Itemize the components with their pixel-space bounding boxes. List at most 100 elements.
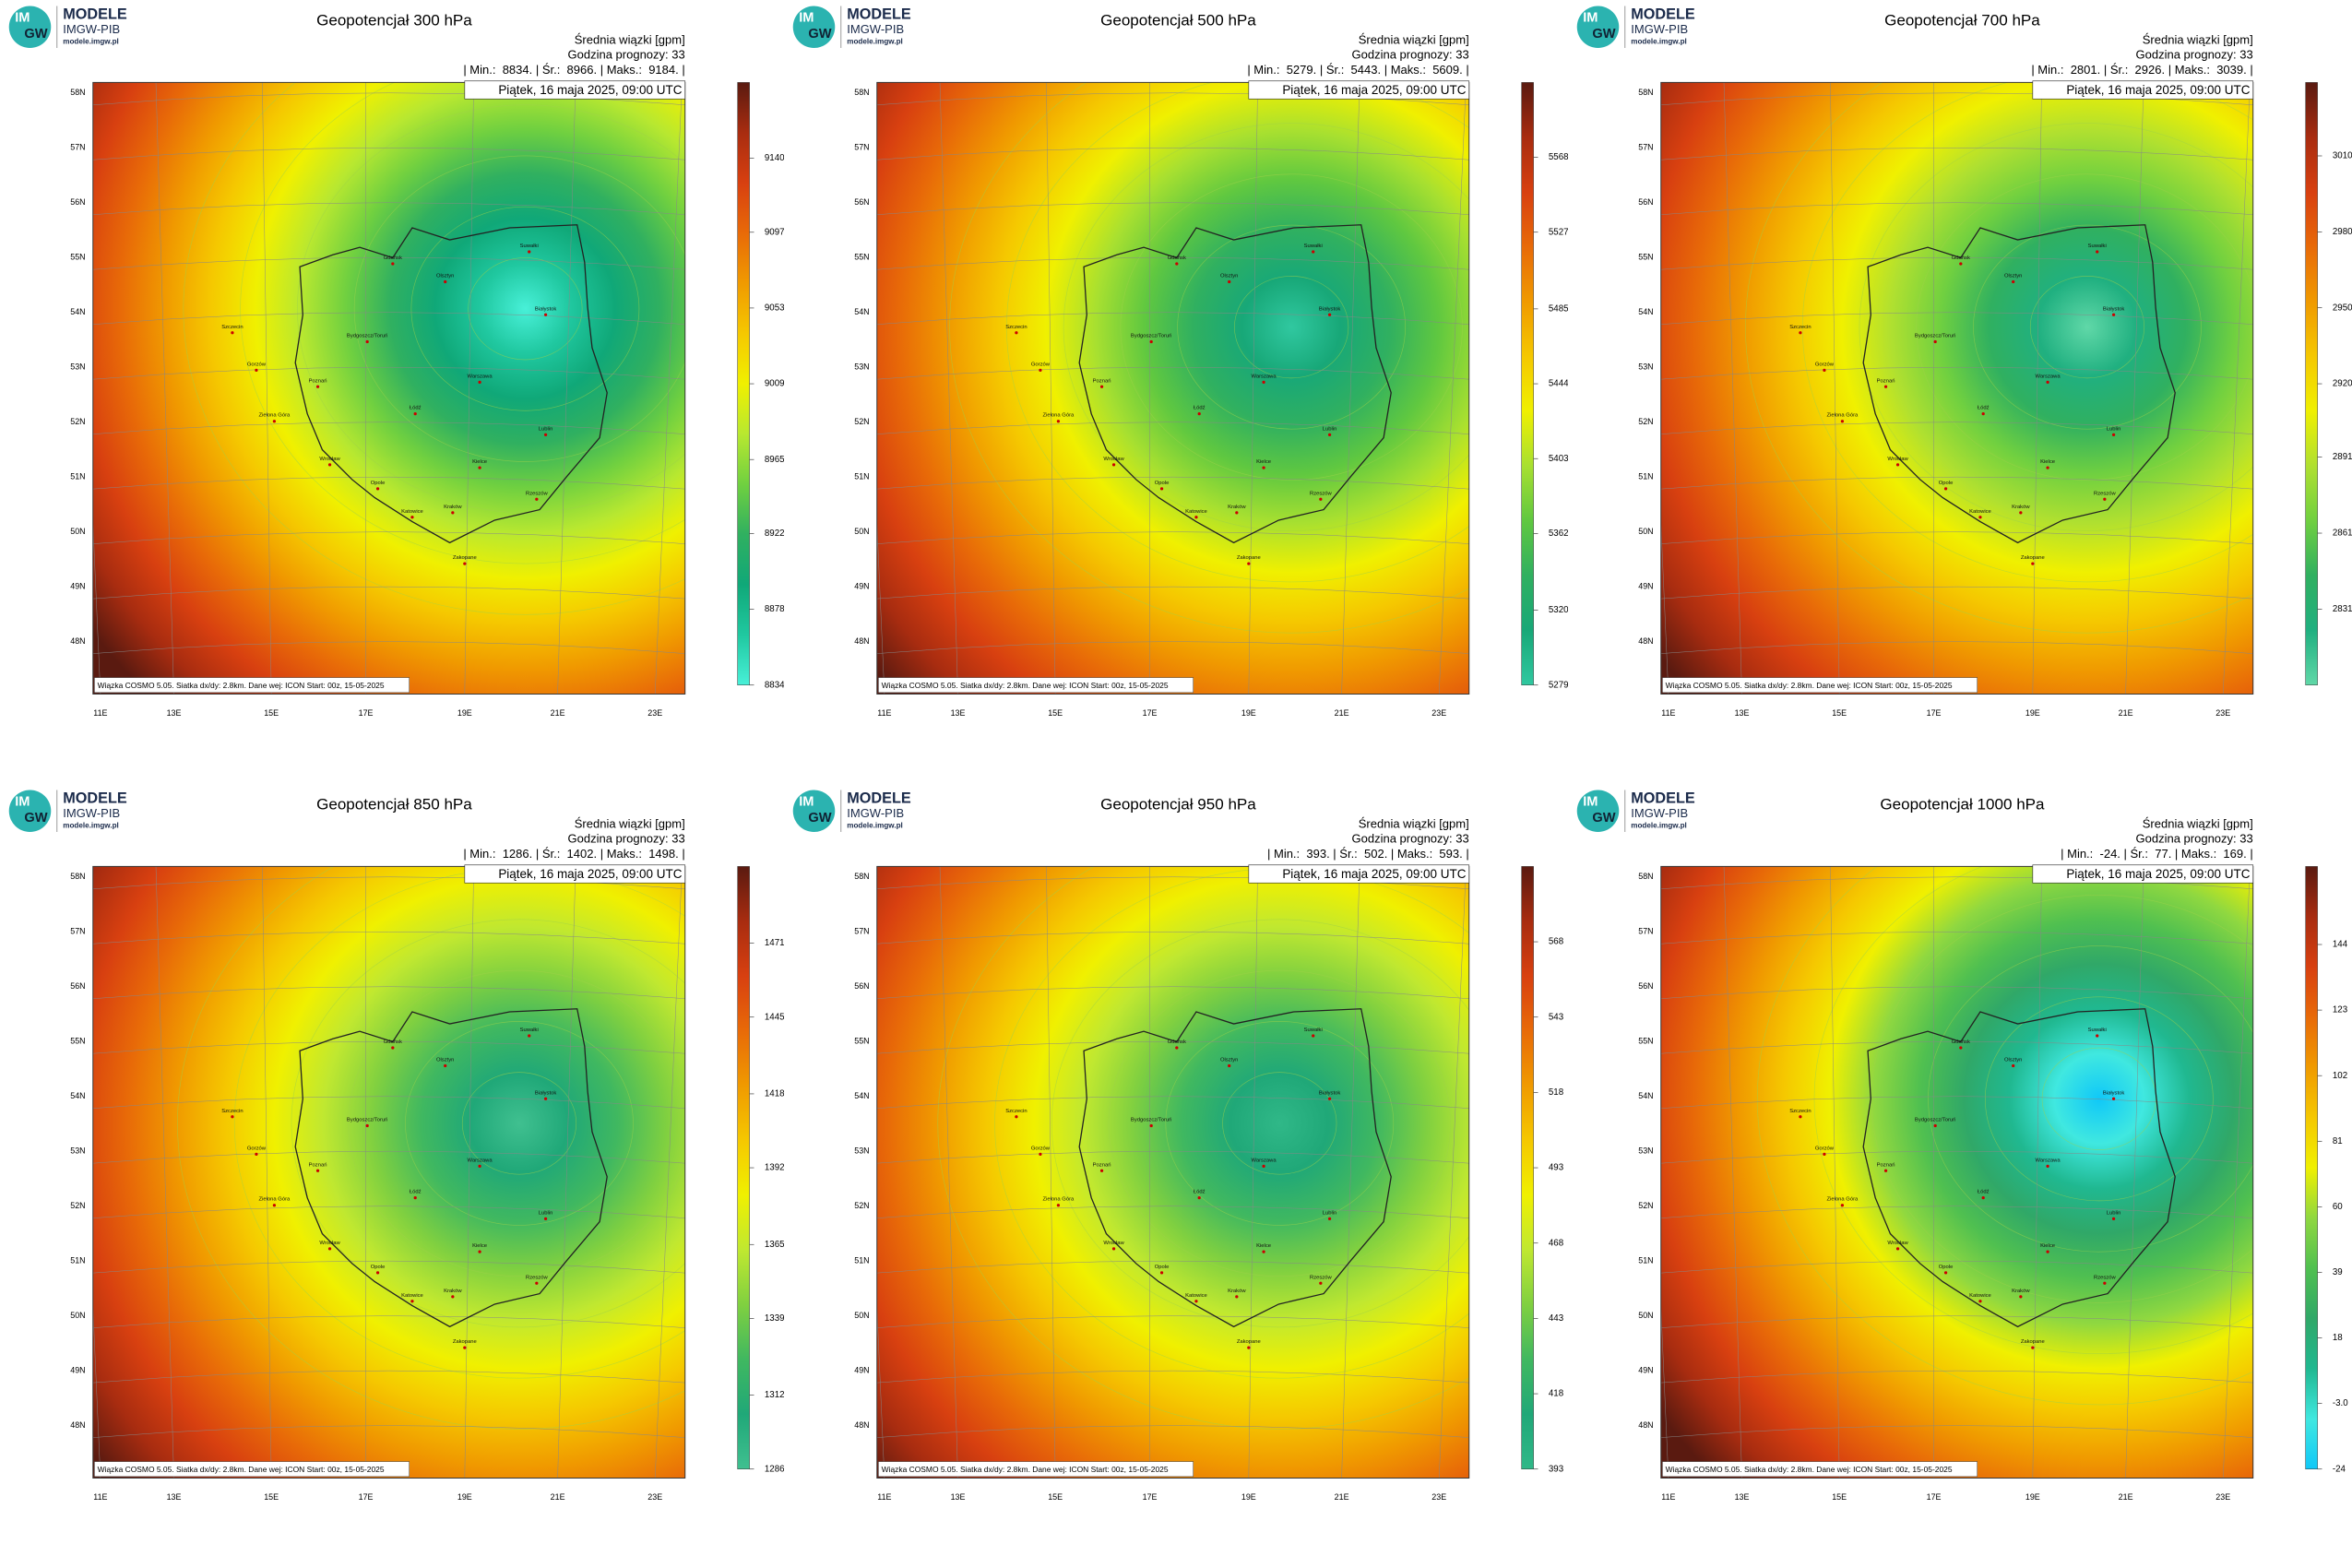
graticule	[1660, 518, 1669, 695]
city-dot	[2111, 1097, 2116, 1100]
city-label: Łódź	[1194, 406, 1206, 411]
city-label: Szczecin	[221, 1109, 243, 1114]
lon-label: 17E	[359, 708, 374, 718]
lat-label: 48N	[1638, 1420, 1653, 1430]
lat-label: 57N	[1638, 143, 1653, 152]
city-dot	[1327, 1217, 1332, 1220]
footer-box	[94, 677, 410, 694]
contour	[1165, 1021, 1395, 1226]
colorbar-tick-label: 102	[2333, 1071, 2347, 1081]
date-box	[464, 864, 686, 884]
city-label: Gdańsk	[384, 1039, 402, 1045]
colorbar-tick-label: 2950	[2333, 303, 2352, 313]
lon-label: 11E	[1661, 1492, 1675, 1502]
city-label: Kielce	[1256, 459, 1271, 465]
panel-title: Geopotencjał 700 hPa	[1884, 11, 2040, 29]
city-label: Szczecin	[1789, 1109, 1811, 1114]
colorbar-tick-label: 8834	[765, 680, 784, 690]
lat-label: 54N	[854, 1091, 869, 1100]
stats: | Min.: 8834. | Śr.: 8966. | Maks.: 9184…	[463, 63, 684, 77]
stats: | Min.: 2801. | Śr.: 2926. | Maks.: 3039…	[2031, 63, 2252, 77]
city-dot	[1312, 250, 1315, 254]
colorbar-tick-label: 9097	[765, 227, 784, 237]
city-label: Zielona Góra	[1827, 413, 1859, 419]
city-label: Olsztyn	[436, 1058, 454, 1063]
lon-label: 19E	[457, 1492, 472, 1502]
contour	[1916, 173, 2253, 481]
lon-label: 17E	[1927, 1492, 1942, 1502]
contour	[240, 82, 685, 564]
city-label: Bydgoszcz/Toruń	[1131, 1118, 1172, 1123]
city-label: Lublin	[1323, 426, 1337, 432]
lat-label: 58N	[854, 88, 869, 97]
field	[876, 82, 1469, 695]
city-label: Wrocław	[319, 1241, 340, 1246]
graticule	[876, 586, 1469, 600]
contour	[405, 1021, 634, 1226]
city-dot	[2019, 1295, 2023, 1299]
stats: | Min.: 1286. | Śr.: 1402. | Maks.: 1498…	[463, 847, 684, 861]
colorbar-tick-label: 81	[2333, 1136, 2343, 1146]
city-dot	[1056, 1204, 1061, 1207]
city-label: Zielona Góra	[259, 413, 291, 419]
logo-mark: GW	[24, 811, 47, 826]
graticule	[1723, 866, 1742, 1479]
city-dot	[1319, 497, 1323, 501]
map: Gdańsk Olsztyn Suwałki Szczecin Bydgoszcz/To…	[876, 866, 1469, 1479]
colorbar-tick-label: 144	[2333, 940, 2348, 950]
lat-label: 55N	[854, 253, 869, 262]
city-dot	[1159, 1271, 1164, 1275]
graticule	[876, 476, 1469, 490]
city-dot	[1228, 279, 1231, 284]
city-label: Opole	[1155, 481, 1170, 486]
city-dot	[1823, 1152, 1826, 1157]
colorbar-tick-label: 123	[2333, 1005, 2347, 1016]
graticule	[939, 82, 958, 695]
city-label: Zakopane	[2021, 555, 2045, 561]
graticule	[876, 256, 1469, 270]
graticule	[876, 531, 1469, 544]
contour	[348, 969, 685, 1277]
city-label: Wrocław	[319, 457, 340, 462]
date: Piątek, 16 maja 2025, 09:00 UTC	[2066, 867, 2250, 881]
city-label: Kraków	[2012, 505, 2030, 510]
graticule	[1660, 1096, 2253, 1109]
country-border	[294, 1008, 608, 1328]
city-dot	[1159, 487, 1164, 491]
lat-label: 48N	[70, 636, 85, 646]
field	[1660, 866, 2253, 1479]
city-label: Łódź	[410, 1190, 422, 1195]
date: Piątek, 16 maja 2025, 09:00 UTC	[498, 867, 682, 881]
contour	[1051, 919, 1469, 1328]
colorbar-tick-label: 5485	[1549, 303, 1568, 314]
city-label: Gorzów	[247, 362, 267, 367]
city-label: Bydgoszcz/Toruń	[347, 334, 388, 339]
city-dot	[2111, 313, 2116, 316]
city-dot	[535, 497, 539, 501]
map: Gdańsk Olsztyn Suwałki Szczecin Bydgoszcz/To…	[876, 82, 1469, 695]
graticule	[654, 82, 683, 695]
graticule	[876, 641, 1469, 654]
city-label: Suwałki	[1304, 244, 1323, 249]
lat-label: 51N	[854, 472, 869, 481]
footer: Wiązka COSMO 5.05. Siatka dx/dy: 2.8km. …	[98, 681, 385, 690]
logo-mark: IM	[1583, 10, 1598, 25]
colorbar-tick-label: 9140	[765, 153, 784, 163]
colorbar	[2305, 82, 2318, 685]
city-dot	[1197, 411, 1201, 416]
graticule	[1660, 1150, 2253, 1164]
city-label: Białystok	[1319, 1090, 1340, 1096]
logo-url: modele.imgw.pl	[1631, 822, 1687, 830]
city-label: Suwałki	[520, 1028, 539, 1033]
city-label: Lublin	[2107, 426, 2121, 432]
subtitle: Średnia wiązki [gpm]	[1359, 32, 1469, 46]
city-label: Kraków	[444, 505, 462, 510]
city-dot	[543, 313, 548, 316]
panel-title: Geopotencjał 950 hPa	[1100, 795, 1256, 813]
logo-name: MODELE	[63, 790, 127, 807]
colorbar-tick-label: -3.0	[2333, 1398, 2348, 1408]
graticule	[464, 82, 474, 695]
graticule	[876, 366, 1469, 380]
city-label: Wrocław	[1103, 457, 1124, 462]
graticule	[2032, 866, 2042, 1479]
